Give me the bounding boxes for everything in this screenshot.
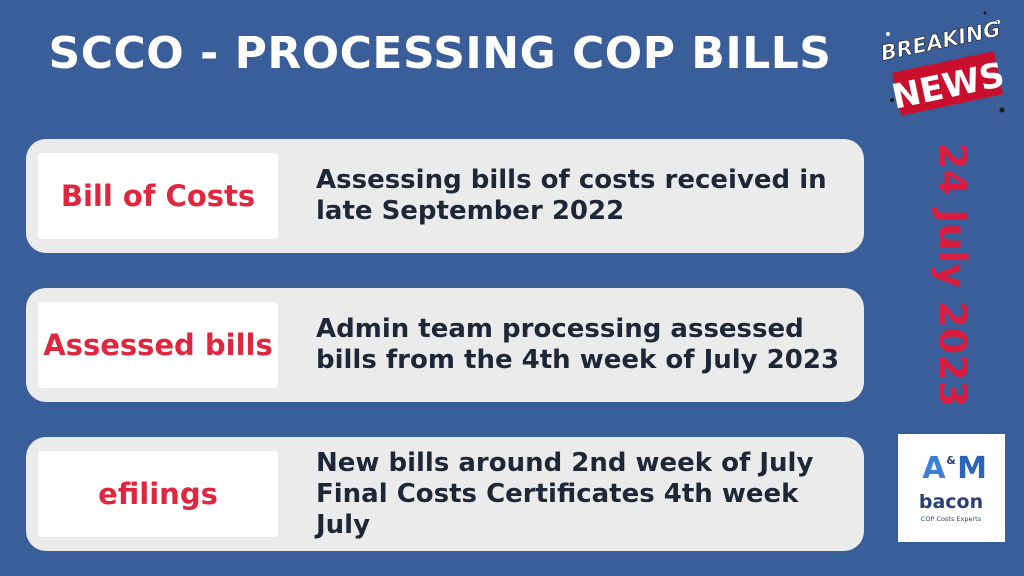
logo-mark-amp: & [946,454,956,467]
date-vertical: 24 July 2023 [931,143,975,407]
logo-tagline: COP Costs Experts [921,515,982,523]
logo-mark-m: M [957,451,987,486]
row-description: Admin team processing assessed bills fro… [316,288,856,402]
row-description: New bills around 2nd week of July Final … [316,437,856,551]
row-label-box: Assessed bills [38,302,278,388]
row-label: efilings [98,477,218,511]
news-ribbon [892,51,1003,116]
row-description-line: bills from the 4th week of July 2023 [316,345,840,375]
breaking-news-badge: BREAKING NEWS [880,11,1008,118]
row-label: Bill of Costs [60,179,256,213]
info-row-assessed-bills: Assessed bills Admin team processing ass… [26,288,864,402]
page-title: SCCO - PROCESSING COP BILLS [48,28,832,79]
info-row-efilings: efilings New bills around 2nd week of Ju… [26,437,864,551]
row-label-box: Bill of Costs [38,153,278,239]
logo-mark-a: A [922,451,946,486]
row-description-line: New bills around 2nd week of July [316,447,814,478]
row-description: Assessing bills of costs received in lat… [316,139,856,253]
badge-sparkle-dots [886,11,1005,113]
company-logo: A & M bacon COP Costs Experts [898,434,1005,542]
row-description-line: Admin team processing assessed [316,314,804,344]
row-description-line: Final Costs Certificates 4th week July [316,478,799,540]
logo-name: bacon [919,491,983,513]
info-row-bill-of-costs: Bill of Costs Assessing bills of costs r… [26,139,864,253]
row-description-line: late September 2022 [316,196,625,226]
row-description-line: Assessing bills of costs received in [316,165,827,195]
row-label: Assessed bills [43,328,273,362]
row-label-box: efilings [38,451,278,537]
date-text: 24 July 2023 [931,143,975,407]
